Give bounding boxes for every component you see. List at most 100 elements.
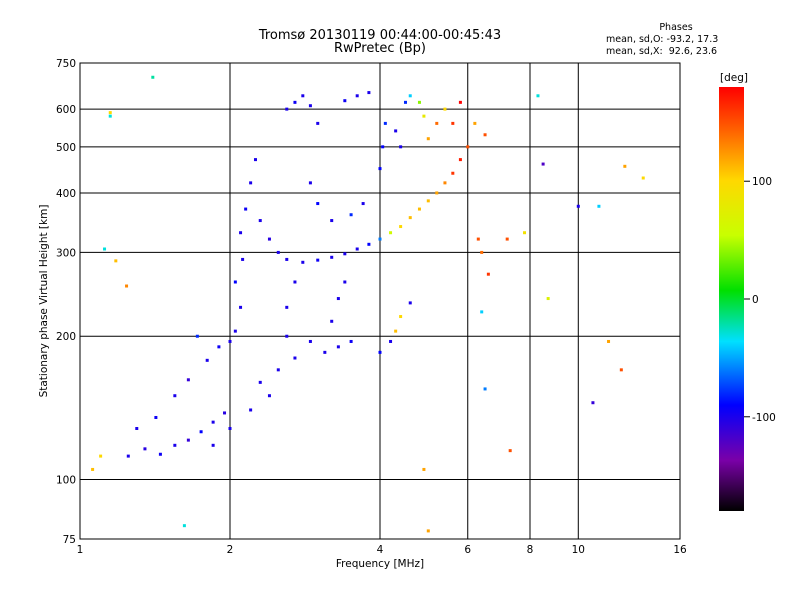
echo-point	[249, 181, 253, 185]
echo-point	[173, 443, 177, 447]
echo-point	[546, 297, 550, 301]
echo-point	[355, 94, 359, 98]
echo-point	[508, 449, 512, 453]
echo-point	[343, 252, 347, 256]
echo-point	[505, 237, 509, 241]
echo-point	[361, 202, 365, 206]
echo-point	[378, 237, 382, 241]
echo-point	[336, 345, 340, 349]
grid-lines	[80, 63, 680, 539]
colorbar-tick-label: 100	[752, 176, 772, 188]
echo-point	[205, 358, 209, 362]
x-axis-ticks: 1 2 4 6 8 10 16	[77, 544, 687, 556]
echo-point	[473, 121, 477, 125]
echo-point	[276, 250, 280, 254]
x-tick-label: 4	[377, 544, 384, 556]
echo-point	[422, 467, 426, 471]
colorbar	[719, 87, 744, 511]
x-tick-label: 1	[77, 544, 84, 556]
x-tick-label: 16	[673, 544, 687, 556]
colorbar-ticks: 100 0 -100	[744, 176, 776, 424]
echo-point	[426, 137, 430, 141]
echo-point	[99, 454, 103, 458]
x-tick-label: 8	[527, 544, 534, 556]
echo-point	[195, 334, 199, 338]
y-axis-ticks: 75 100 200 300 400 500 600 750	[56, 58, 76, 546]
phase-stats: Phases mean, sd,O: -93.2, 17.3 mean, sd,…	[606, 22, 736, 58]
echo-point	[458, 158, 462, 162]
echo-point	[228, 426, 232, 430]
echo-point	[389, 339, 393, 343]
echo-point	[403, 100, 407, 104]
echo-point	[367, 91, 371, 95]
echo-point	[476, 237, 480, 241]
echo-point	[114, 259, 118, 263]
colorbar-tick-label: 0	[752, 294, 759, 306]
chart-subtitle: RwPretec (Bp)	[333, 41, 427, 56]
echo-point	[253, 158, 257, 162]
echo-point	[103, 247, 107, 251]
y-tick-label: 500	[56, 142, 76, 154]
echo-point	[267, 237, 271, 241]
echo-point	[378, 167, 382, 171]
echo-point	[480, 310, 484, 314]
echo-point	[239, 231, 243, 235]
echo-point	[249, 408, 253, 412]
echo-point	[641, 176, 645, 180]
echo-point	[466, 145, 470, 149]
echo-point	[417, 207, 421, 211]
echo-point	[258, 380, 262, 384]
echo-point	[228, 339, 232, 343]
echo-point	[211, 420, 215, 424]
echo-point	[126, 454, 130, 458]
stats-x-line: mean, sd,X: 92.6, 23.6	[606, 46, 718, 57]
y-tick-label: 75	[63, 534, 76, 546]
echo-point	[154, 415, 158, 419]
echo-point	[233, 329, 237, 333]
echo-point	[426, 529, 430, 533]
echo-point	[308, 339, 312, 343]
echo-point	[186, 438, 190, 442]
echo-point	[244, 207, 248, 211]
echo-point	[443, 181, 447, 185]
echo-point	[607, 339, 611, 343]
echo-point	[383, 121, 387, 125]
echo-point	[399, 145, 403, 149]
echo-point	[343, 99, 347, 103]
y-tick-label: 400	[56, 188, 76, 200]
echo-point	[217, 345, 221, 349]
echo-point	[330, 255, 334, 259]
echo-point	[316, 258, 320, 262]
echo-point	[597, 204, 601, 208]
echo-point	[125, 284, 129, 288]
echo-point	[591, 401, 595, 405]
echo-point	[276, 368, 280, 372]
echo-point	[381, 145, 385, 149]
echo-point	[330, 319, 334, 323]
echo-point	[293, 100, 297, 104]
echo-point	[619, 368, 623, 372]
echo-point	[108, 114, 112, 118]
echo-point	[308, 181, 312, 185]
echo-point	[408, 301, 412, 305]
echo-point	[451, 171, 455, 175]
echo-point	[435, 121, 439, 125]
echo-point	[223, 411, 227, 415]
echo-point	[199, 430, 203, 434]
echo-point	[158, 452, 162, 456]
y-tick-label: 600	[56, 104, 76, 116]
echo-point	[389, 231, 393, 235]
plot-frame	[79, 62, 681, 540]
echo-point	[394, 329, 398, 333]
echo-point	[239, 305, 243, 309]
echo-point	[151, 75, 155, 79]
echo-point	[458, 100, 462, 104]
echo-point	[576, 204, 580, 208]
echo-point	[108, 111, 112, 115]
echo-point	[316, 202, 320, 206]
echo-point	[355, 247, 359, 251]
echo-point	[293, 356, 297, 360]
x-tick-label: 2	[227, 544, 234, 556]
echo-point	[399, 225, 403, 229]
x-axis-label: Frequency [MHz]	[336, 558, 424, 570]
